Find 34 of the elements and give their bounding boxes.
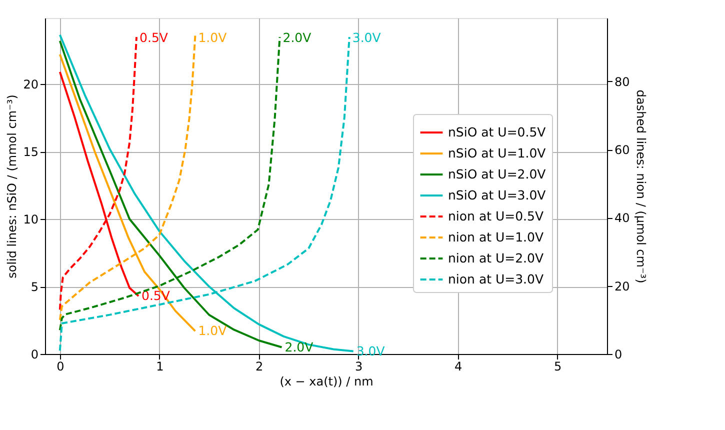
x-tick-label: 4	[454, 360, 462, 374]
x-tick-label: 1	[156, 360, 164, 374]
y2-tick-label: 60	[614, 143, 630, 158]
line-series	[58, 36, 138, 311]
x-axis-title: (x − xa(t)) / nm	[280, 374, 374, 388]
legend-label: nion at U=1.0V	[448, 230, 544, 244]
y2-tick-label: 0	[614, 348, 622, 362]
annotation: 2.0V	[282, 30, 312, 46]
y2-axis-title: dashed lines: nion / (μmol cm⁻³)	[634, 90, 648, 284]
legend-label: nSiO at U=1.0V	[448, 146, 546, 160]
y-tick-label: 0	[30, 348, 38, 362]
y2-tick-label: 20	[614, 279, 630, 294]
legend-label: nSiO at U=3.0V	[448, 188, 546, 202]
y-axis-title: solid lines: nSiO / (mmol cm⁻³)	[5, 94, 20, 278]
x-tick-label: 0	[56, 360, 64, 374]
legend-label: nion at U=2.0V	[448, 250, 544, 266]
y-tick-label: 10	[23, 212, 38, 227]
legend-label: nion at U=3.0V	[448, 272, 544, 286]
x-tick-label: 2	[256, 360, 264, 374]
annotation: 3.0V	[352, 30, 382, 46]
y-tick-label: 5	[30, 280, 38, 294]
annotation: 1.0V	[198, 30, 228, 46]
legend-label: nion at U=0.5V	[448, 208, 544, 224]
x-tick-label: 3	[355, 360, 363, 374]
annotation: 1.0V	[198, 323, 228, 338]
y2-tick-label: 80	[614, 74, 630, 89]
legend-label: nSiO at U=0.5V	[448, 124, 546, 140]
legend-label: nSiO at U=2.0V	[448, 166, 546, 182]
annotation: 2.0V	[284, 339, 314, 354]
annotation: 0.5V	[140, 30, 168, 46]
x-tick-label: 5	[554, 360, 562, 374]
y2-tick-label: 40	[614, 211, 630, 226]
y-tick-label: 20	[23, 78, 38, 92]
y-tick-label: 15	[23, 145, 38, 160]
